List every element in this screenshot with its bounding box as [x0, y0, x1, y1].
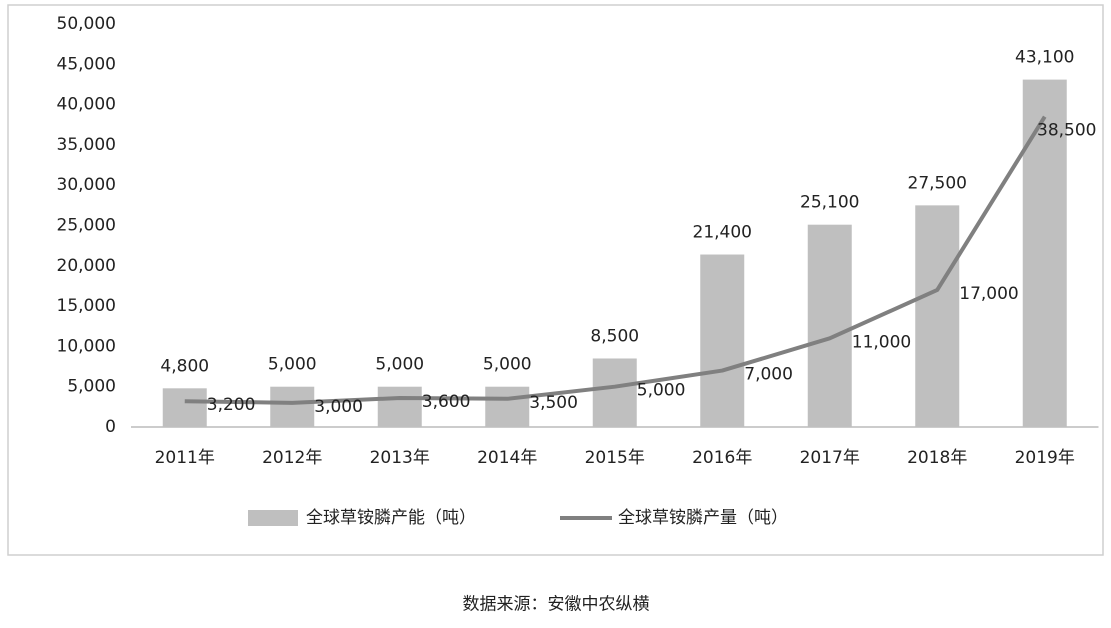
line-value-label: 38,500	[1037, 121, 1096, 141]
x-tick-label: 2014年	[477, 448, 537, 468]
bar-value-label: 27,500	[908, 173, 967, 193]
line-value-label: 7,000	[744, 365, 793, 385]
y-tick-label: 45,000	[57, 54, 116, 74]
bar-value-label: 5,000	[375, 355, 424, 375]
bar	[592, 358, 637, 427]
bar-value-label: 25,100	[800, 193, 859, 213]
bar-value-label: 5,000	[268, 355, 317, 375]
bar-value-label: 5,000	[483, 355, 532, 375]
x-tick-label: 2017年	[800, 448, 860, 468]
legend-label: 全球草铵膦产量（吨）	[618, 508, 788, 528]
line-value-label: 3,600	[422, 392, 471, 412]
x-tick-label: 2015年	[585, 448, 645, 468]
bar-value-label: 21,400	[693, 223, 752, 243]
line-value-label: 17,000	[959, 284, 1018, 304]
y-tick-label: 25,000	[57, 216, 116, 236]
x-tick-label: 2012年	[262, 448, 322, 468]
legend-label: 全球草铵膦产能（吨）	[306, 508, 476, 528]
line-value-label: 3,500	[529, 393, 578, 413]
bar	[377, 386, 422, 427]
y-tick-label: 30,000	[57, 175, 116, 195]
x-tick-label: 2018年	[907, 448, 967, 468]
bar	[807, 224, 852, 427]
line-value-label: 3,200	[207, 395, 256, 415]
bar	[485, 386, 530, 427]
legend-swatch	[248, 510, 298, 526]
bar-value-label: 8,500	[590, 326, 639, 346]
bar	[162, 388, 207, 427]
x-tick-label: 2011年	[155, 448, 215, 468]
bar	[270, 386, 315, 427]
y-tick-label: 35,000	[57, 135, 116, 155]
x-tick-label: 2019年	[1015, 448, 1075, 468]
line	[184, 115, 1047, 405]
y-tick-label: 50,000	[57, 14, 116, 34]
y-tick-label: 15,000	[57, 296, 116, 316]
line-value-label: 11,000	[852, 332, 911, 352]
y-tick-label: 10,000	[57, 336, 116, 356]
y-tick-label: 0	[105, 417, 116, 437]
line-value-label: 5,000	[637, 381, 686, 401]
bar-value-label: 43,100	[1015, 48, 1074, 68]
bar	[915, 205, 960, 427]
source-note: 数据来源：安徽中农纵横	[463, 595, 650, 615]
bar-value-label: 4,800	[160, 356, 209, 376]
y-tick-label: 40,000	[57, 95, 116, 115]
x-tick-label: 2016年	[692, 448, 752, 468]
y-tick-label: 5,000	[67, 377, 116, 397]
line-value-label: 3,000	[314, 397, 363, 417]
bar	[700, 254, 745, 427]
y-tick-label: 20,000	[57, 256, 116, 276]
x-tick-label: 2013年	[370, 448, 430, 468]
